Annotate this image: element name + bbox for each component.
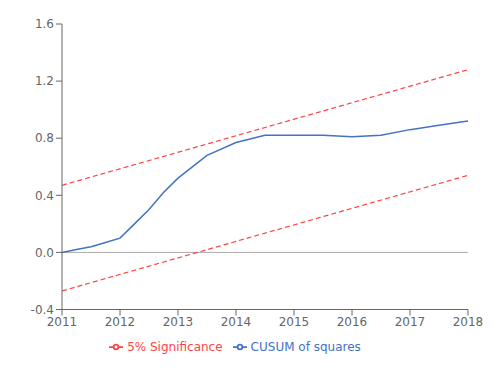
svg-text:0.8: 0.8 — [35, 131, 54, 145]
svg-text:2013: 2013 — [163, 315, 194, 329]
svg-text:2014: 2014 — [221, 315, 252, 329]
svg-text:0.0: 0.0 — [35, 246, 54, 260]
svg-text:1.6: 1.6 — [35, 17, 54, 31]
svg-text:1.2: 1.2 — [35, 74, 54, 88]
svg-text:2015: 2015 — [279, 315, 310, 329]
svg-text:-0.4: -0.4 — [31, 303, 54, 317]
svg-text:2017: 2017 — [395, 315, 426, 329]
svg-text:2016: 2016 — [337, 315, 368, 329]
svg-text:0.4: 0.4 — [35, 189, 54, 203]
html-text:5% Significance: 5% Significance — [127, 339, 223, 354]
html-text:CUSUM of squares: CUSUM of squares — [250, 339, 361, 354]
svg-text:2012: 2012 — [105, 315, 136, 329]
svg-text:2018: 2018 — [453, 315, 484, 329]
svg-text:2011: 2011 — [47, 315, 78, 329]
